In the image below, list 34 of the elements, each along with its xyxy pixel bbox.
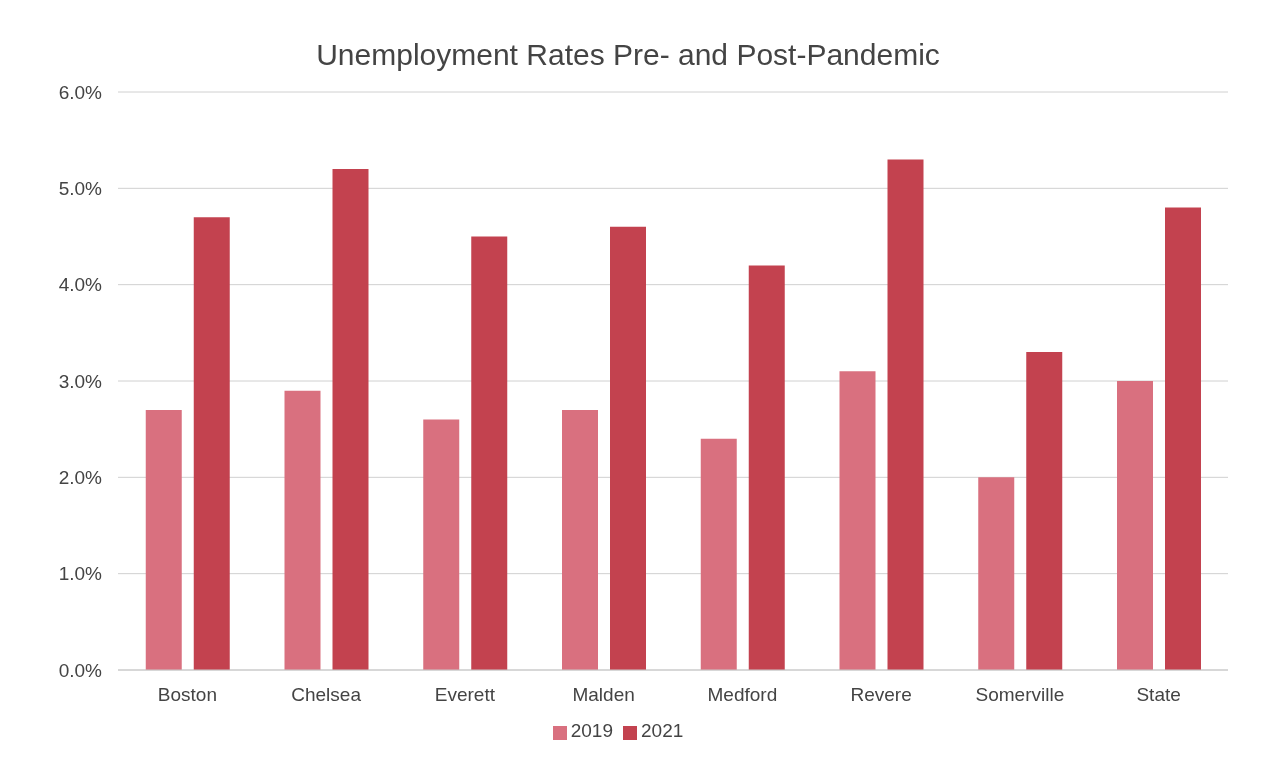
bar	[1165, 207, 1201, 670]
y-tick-label: 2.0%	[58, 467, 103, 489]
bar	[748, 265, 785, 670]
y-tick-label: 4.0%	[58, 274, 103, 296]
bar	[193, 217, 230, 670]
y-tick-label: 3.0%	[58, 370, 103, 392]
x-tick-label: Boston	[157, 684, 217, 706]
x-tick-label: Chelsea	[291, 684, 362, 706]
x-tick-label: Malden	[572, 684, 635, 706]
bar	[978, 477, 1015, 670]
bar	[284, 390, 321, 670]
bar	[1026, 352, 1063, 670]
bar	[562, 409, 598, 670]
x-tick-label: State	[1136, 684, 1181, 706]
x-tick-label: Everett	[434, 684, 496, 706]
y-tick-label: 0.0%	[58, 659, 103, 681]
y-tick-label: 6.0%	[58, 81, 103, 103]
bar	[887, 159, 924, 670]
legend-label: 2021	[641, 720, 684, 741]
chart-title: Unemployment Rates Pre- and Post-Pandemic	[315, 37, 941, 72]
bar	[610, 226, 646, 670]
bar	[332, 169, 369, 670]
bar	[839, 371, 876, 670]
x-tick-label: Revere	[850, 684, 912, 706]
legend-label: 2019	[570, 720, 613, 741]
bar	[145, 409, 182, 670]
bar	[471, 236, 508, 670]
bar	[1117, 381, 1153, 670]
y-tick-label: 5.0%	[58, 178, 103, 200]
x-tick-label: Medford	[707, 684, 778, 706]
y-tick-label: 1.0%	[58, 563, 103, 585]
x-tick-label: Somerville	[975, 684, 1065, 706]
bar	[700, 438, 737, 670]
bar	[423, 419, 460, 670]
